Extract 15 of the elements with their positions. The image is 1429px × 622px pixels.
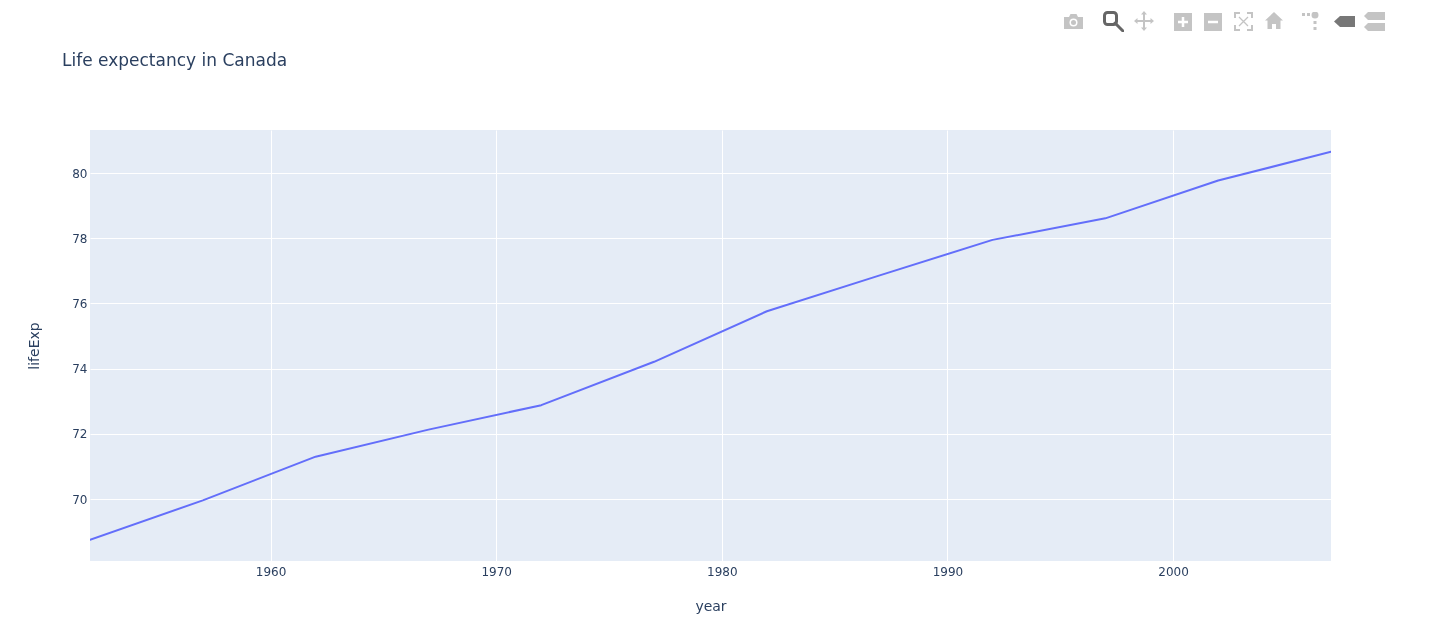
y-axis-title: lifeExp xyxy=(26,322,43,370)
y-tick-label: 80 xyxy=(72,166,88,181)
line-series xyxy=(90,150,1331,541)
y-tick-label: 72 xyxy=(72,427,88,442)
y-tick-label: 76 xyxy=(72,296,88,311)
y-tick-label: 78 xyxy=(72,231,88,246)
x-tick-label: 1990 xyxy=(932,564,964,579)
y-tick-label: 70 xyxy=(72,492,88,507)
x-tick-label: 1980 xyxy=(707,564,738,579)
x-axis-title: year xyxy=(695,597,727,614)
x-tick-label: 1960 xyxy=(255,564,287,579)
x-tick-label: 2000 xyxy=(1158,564,1189,579)
x-tick-label: 1970 xyxy=(481,564,512,579)
chart-title: Life expectancy in Canada xyxy=(62,50,288,70)
y-tick-label: 74 xyxy=(72,362,88,377)
